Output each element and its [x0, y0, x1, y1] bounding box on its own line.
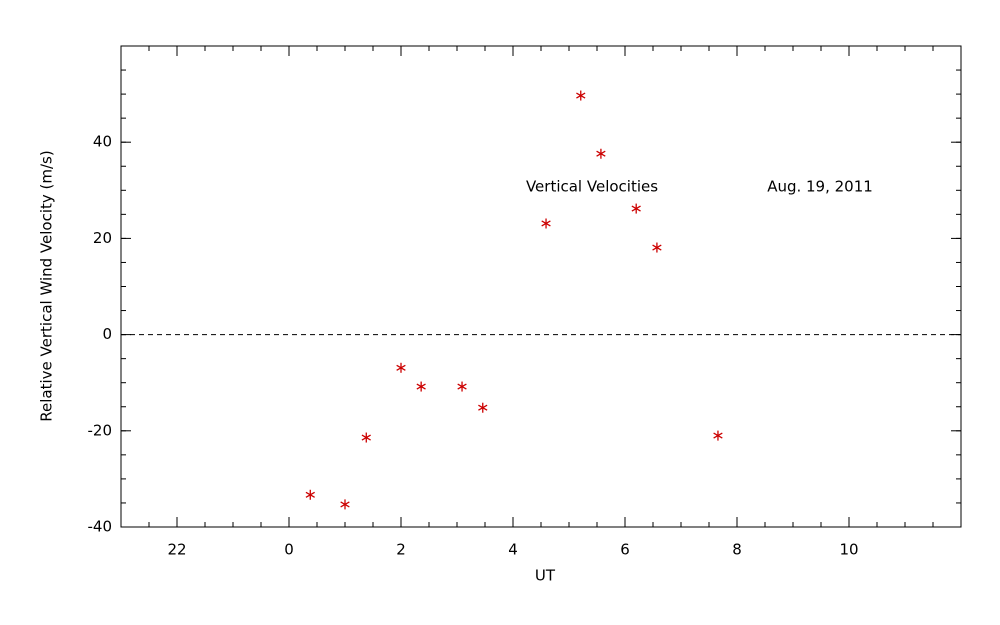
data-point: [340, 499, 350, 510]
marker-stroke: [396, 364, 406, 371]
data-point: [478, 402, 488, 413]
y-tick-label: 40: [93, 133, 112, 151]
x-tick-label: 10: [839, 541, 858, 559]
data-point: [631, 203, 641, 214]
data-point: [713, 430, 723, 441]
data-point: [596, 148, 606, 159]
x-tick-label: 8: [732, 541, 742, 559]
x-tick-label: 22: [167, 541, 186, 559]
marker-stroke: [713, 432, 723, 439]
x-axis-label: UT: [535, 567, 556, 585]
data-point: [416, 381, 426, 392]
data-point: [361, 432, 371, 443]
y-tick-label: 20: [93, 229, 112, 247]
y-axis-label: Relative Vertical Wind Velocity (m/s): [38, 150, 56, 421]
marker-stroke: [576, 92, 586, 99]
y-tick-label: -40: [88, 518, 113, 536]
x-tick-label: 2: [396, 541, 406, 559]
marker-stroke: [596, 150, 606, 157]
marker-stroke: [652, 244, 662, 251]
marker-stroke: [340, 501, 350, 508]
marker-stroke: [478, 404, 488, 411]
y-tick-label: -20: [88, 421, 113, 439]
data-point: [305, 489, 315, 500]
x-tick-label: 6: [620, 541, 630, 559]
annotation: Vertical Velocities: [526, 178, 658, 196]
y-tick-label: 0: [102, 325, 112, 343]
annotation: Aug. 19, 2011: [767, 178, 873, 196]
x-tick-label: 4: [508, 541, 518, 559]
data-point: [457, 381, 467, 392]
marker-stroke: [541, 220, 551, 227]
x-tick-label: 0: [284, 541, 294, 559]
marker-stroke: [361, 434, 371, 441]
data-point: [576, 90, 586, 101]
marker-stroke: [457, 383, 467, 390]
marker-stroke: [631, 205, 641, 212]
data-point: [541, 218, 551, 229]
marker-stroke: [416, 383, 426, 390]
data-point: [396, 362, 406, 373]
marker-stroke: [305, 491, 315, 498]
data-point: [652, 242, 662, 253]
